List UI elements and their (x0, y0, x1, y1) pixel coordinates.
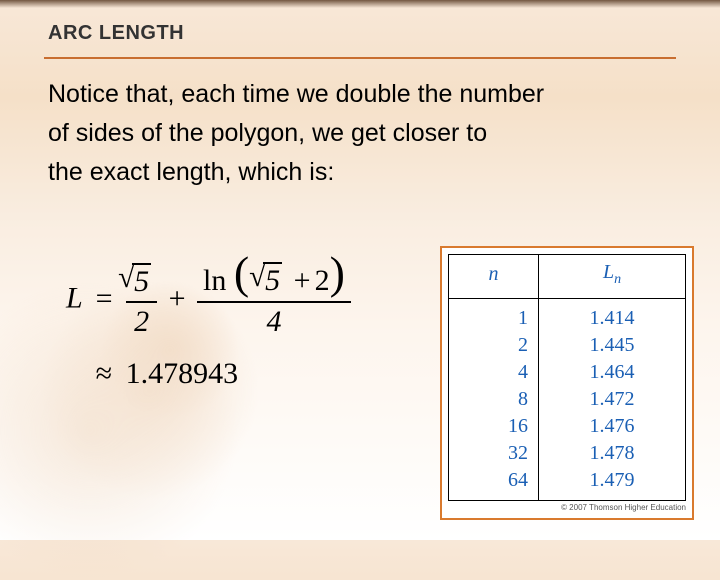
table-head-row: n Ln (449, 255, 686, 299)
formula-lparen: ( (234, 257, 249, 289)
formula-plus-2: + (290, 264, 315, 297)
table-row: 161.476 (449, 413, 686, 440)
body-line-3: the exact length, which is: (48, 153, 672, 192)
table-body: 11.414 21.445 41.464 81.472 161.476 321.… (449, 299, 686, 501)
approximation-table: n Ln 11.414 21.445 41.464 81.472 161.476… (440, 246, 694, 520)
formula-frac-1: √5 2 (126, 263, 157, 339)
heading-text: ARC LENGTH (48, 22, 184, 44)
table-row: 11.414 (449, 299, 686, 333)
body-paragraph: Notice that, each time we double the num… (0, 59, 720, 191)
body-line-2: of sides of the polygon, we get closer t… (48, 114, 672, 153)
table-row: 21.445 (449, 332, 686, 359)
table-row: 641.479 (449, 467, 686, 501)
table-head-n: n (449, 255, 539, 299)
formula-value: 1.478943 (126, 357, 239, 390)
formula-frac-2: ln (√5 +2) 4 (197, 262, 351, 339)
table-row: 321.478 (449, 440, 686, 467)
formula-equals: = (90, 282, 119, 315)
table: n Ln 11.414 21.445 41.464 81.472 161.476… (448, 254, 686, 501)
formula-ln: ln (203, 264, 226, 297)
formula-approx: ≈ (90, 357, 118, 390)
formula-rparen: ) (330, 257, 345, 289)
table-row: 41.464 (449, 359, 686, 386)
formula-plus-1: + (165, 282, 190, 315)
table-row: 81.472 (449, 386, 686, 413)
slide-heading: ARC LENGTH (0, 0, 720, 51)
formula-den-2a: 2 (126, 303, 157, 339)
formula-row-1: L = √5 2 + ln (√5 +2) 4 (66, 262, 351, 339)
table-credit: © 2007 Thomson Higher Education (448, 503, 686, 512)
formula-row-2: L ≈ 1.478943 (66, 357, 351, 391)
formula-den-4: 4 (197, 303, 351, 339)
formula-L: L (66, 282, 82, 315)
table-head-Ln: Ln (539, 255, 686, 299)
formula-two-b: 2 (315, 264, 330, 297)
arc-length-formula: L = √5 2 + ln (√5 +2) 4 L ≈ 1.478943 (66, 262, 351, 391)
formula-sqrt5-b: 5 (263, 262, 282, 298)
body-line-1: Notice that, each time we double the num… (48, 75, 672, 114)
